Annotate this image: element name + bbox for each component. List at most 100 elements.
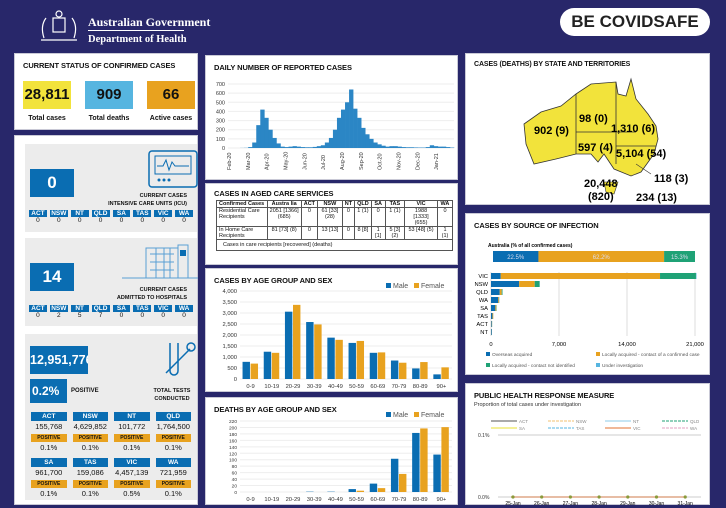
daily-bar	[312, 146, 318, 148]
test-tube-icon	[165, 342, 196, 376]
daily-bar	[268, 129, 273, 148]
daily-bar	[369, 138, 374, 148]
icu-state-vic: VIC 0	[154, 210, 173, 224]
legend-label: TAS	[576, 426, 584, 431]
y-tick: 4,000	[222, 289, 237, 295]
state-value: 0	[140, 217, 145, 224]
legend-label: Locally acquired - contact not identifie…	[492, 363, 575, 369]
aged-header: Confirmed Cases	[216, 200, 268, 208]
y-tick: 0.0%	[478, 495, 490, 501]
legend-label: WA	[690, 426, 697, 431]
state-value: 2	[57, 312, 61, 319]
map-label-qld: 1,310 (6)	[611, 123, 655, 135]
covidsafe-badge[interactable]: BE COVIDSAFE	[560, 8, 710, 36]
legend-label: Overseas acquired	[492, 352, 533, 358]
bar-female	[441, 367, 449, 379]
state-header: WA	[155, 458, 191, 467]
bar-female	[399, 473, 407, 492]
source-bar	[491, 305, 496, 311]
daily-bar	[353, 108, 358, 148]
aged-title: CASES IN AGED CARE SERVICES	[214, 189, 334, 198]
aged-header: SA	[370, 200, 386, 208]
bar-male	[369, 352, 378, 379]
state-header: NSW	[49, 210, 68, 217]
icu-label1: CURRENT CASES	[139, 193, 187, 199]
y-tick: 60	[232, 471, 238, 477]
y-tick: TAS	[477, 314, 488, 320]
bar-female	[356, 340, 365, 379]
y-tick: 200	[229, 425, 237, 431]
y-tick: NT	[480, 330, 488, 336]
aged-care-table: Confirmed Cases Austra lia ACT NSW NT QLD SA TA…	[216, 200, 454, 251]
y-tick: 500	[216, 100, 225, 106]
positive-badge: POSITIVE	[31, 434, 67, 442]
icu-label2: INTENSIVE CARE UNITS (ICU)	[108, 201, 187, 207]
state-tests: 155,768	[35, 422, 63, 431]
aged-cell: 1 (1)	[384, 207, 406, 227]
icu-state-sa: SA 0	[112, 210, 131, 224]
daily-bar	[276, 143, 281, 148]
bar-male	[433, 454, 441, 492]
state-header: VIC	[154, 210, 173, 217]
y-tick: 80	[232, 464, 238, 470]
daily-bar	[332, 129, 338, 148]
aged-cell: 1 (1)	[354, 207, 372, 227]
age-title: CASES BY AGE GROUP AND SEX	[214, 276, 333, 285]
positive-rate: 0.2%	[30, 379, 67, 403]
map-label-nsw: 5,104 (54)	[616, 148, 666, 160]
state-header: NT	[114, 412, 150, 421]
x-tick: Nov-20	[397, 152, 403, 170]
x-tick: 30-39	[307, 497, 322, 503]
daily-bar	[345, 102, 350, 148]
legend-swatch	[596, 352, 600, 356]
y-tick: 0	[234, 377, 237, 383]
state-header: WA	[175, 210, 193, 217]
daily-cases-chart: 0 100 200 300 400 500 600 700 Feb-20 Mar-20 Apr-20…	[216, 82, 455, 170]
aged-cell: 81 [73] (8)	[266, 226, 302, 240]
state-tests: 961,700	[35, 468, 63, 477]
hosp-state-sa: SA 0	[112, 305, 131, 319]
hospital-label2: ADMITTED TO HOSPITALS	[116, 295, 187, 301]
hosp-state-nt: NT 5	[70, 305, 89, 319]
aged-header: Austra lia	[266, 200, 302, 208]
daily-bar	[260, 109, 265, 148]
positive-badge: POSITIVE	[155, 480, 191, 488]
x-tick: 70-79	[392, 384, 407, 390]
coat-of-arms-icon	[41, 10, 77, 41]
aged-cell: 53 [48] (5)	[404, 226, 438, 240]
bar-male	[327, 337, 335, 379]
x-tick: 10-19	[264, 384, 279, 390]
state-header: VIC	[114, 458, 150, 467]
legend-swatch	[386, 412, 391, 417]
state-positive: 0.1%	[81, 489, 99, 498]
daily-bar	[429, 145, 435, 148]
hospital-value: 14	[30, 263, 74, 291]
aged-cell: 61 [33] (28)	[317, 207, 343, 227]
legend-label: Female	[421, 412, 444, 419]
x-tick: Dec-20	[415, 152, 421, 170]
source-bar	[500, 273, 661, 279]
daily-cases-panel: DAILY NUMBER OF REPORTED CASES 0 100 200 30…	[205, 55, 458, 180]
x-tick: 7,000	[552, 342, 567, 348]
y-tick: 400	[216, 109, 225, 115]
positive-badge: POSITIVE	[114, 480, 150, 488]
map-label-vic-deaths: (820)	[588, 191, 614, 203]
legend-label: SA	[519, 426, 525, 431]
x-tick: 90+	[436, 497, 446, 503]
daily-bar	[288, 146, 293, 148]
y-tick: 200	[216, 128, 225, 134]
source-panel: CASES BY SOURCE OF INFECTION Australia (…	[465, 213, 710, 375]
state-positive: 0.1%	[40, 443, 58, 452]
state-positive: 0.5%	[123, 489, 141, 498]
y-tick: 180	[229, 432, 237, 438]
y-tick: 3,500	[222, 300, 237, 306]
state-header: TAS	[72, 458, 108, 467]
legend-label: Male	[393, 283, 408, 290]
hosp-state-act: ACT 0	[29, 305, 47, 319]
source-chart: Australia (% of all confirmed cases) 22.5…	[474, 243, 703, 369]
daily-bar	[397, 146, 402, 148]
aged-cell: 8 [8]	[354, 226, 372, 240]
daily-bar	[272, 137, 277, 148]
tests-state-nt: NT 101,772 POSITIVE 0.1%	[114, 412, 150, 453]
overall-segment	[493, 251, 539, 262]
